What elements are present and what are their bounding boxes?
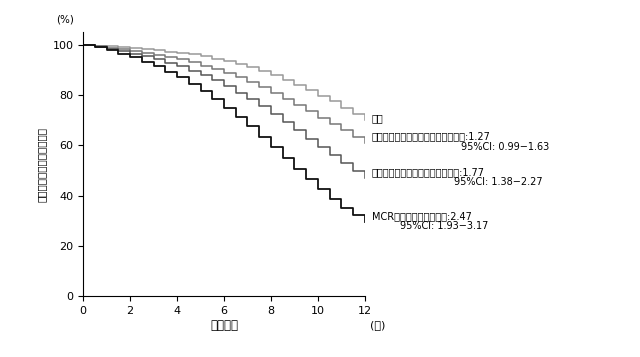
Text: 健常: 健常 <box>372 113 383 123</box>
Text: (%): (%) <box>56 14 74 24</box>
Text: 主観的記憶低下　調整済ハザード比:1.27: 主観的記憶低下 調整済ハザード比:1.27 <box>372 131 491 141</box>
Text: MCR　調整済ハザード比:2.47: MCR 調整済ハザード比:2.47 <box>372 211 472 221</box>
Text: 95%Cl: 0.99−1.63: 95%Cl: 0.99−1.63 <box>461 142 549 152</box>
Y-axis label: 認知症診断に対する生存率: 認知症診断に対する生存率 <box>37 127 47 202</box>
Text: 95%Cl: 1.93−3.17: 95%Cl: 1.93−3.17 <box>400 221 488 231</box>
Text: 95%Cl: 1.38−2.27: 95%Cl: 1.38−2.27 <box>454 177 543 187</box>
X-axis label: 追跡期間: 追跡期間 <box>210 319 238 332</box>
Text: (年): (年) <box>371 320 386 330</box>
Text: 歩行速度低下　調整済ハザード比:1.77: 歩行速度低下 調整済ハザード比:1.77 <box>372 167 485 177</box>
